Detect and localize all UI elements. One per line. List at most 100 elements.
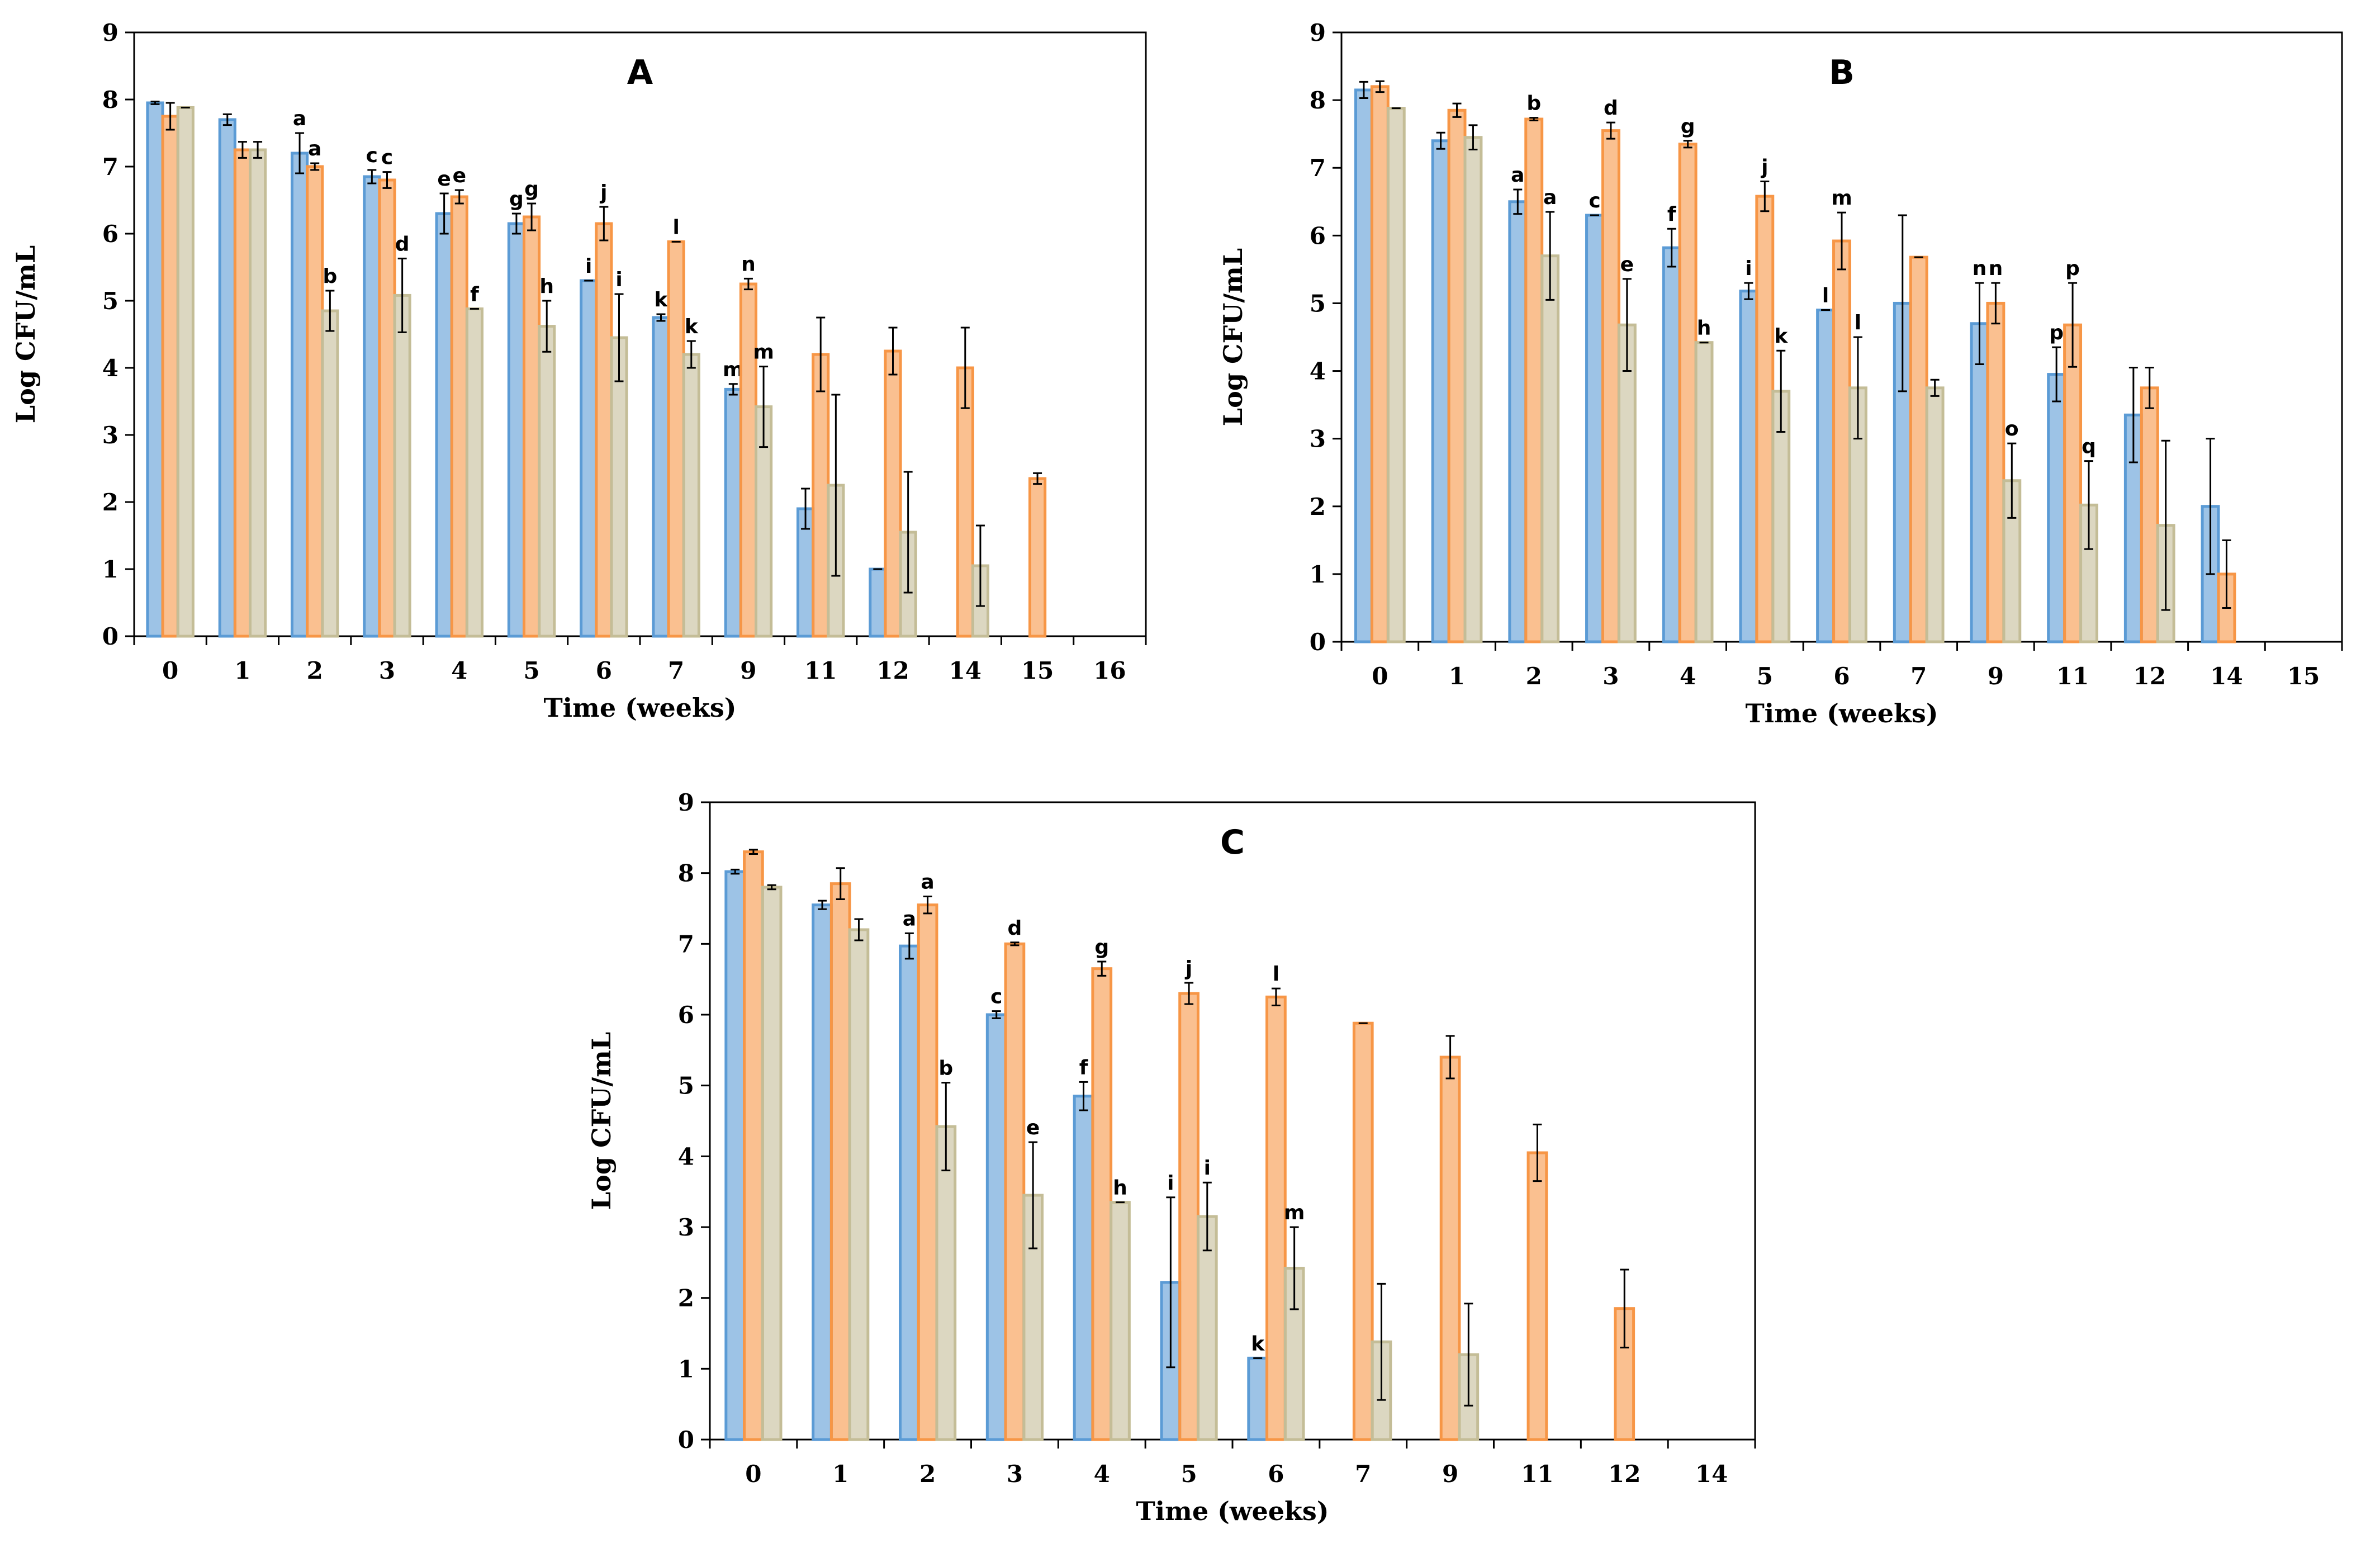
y-tick-label: 0 bbox=[678, 1426, 694, 1454]
y-tick-label: 7 bbox=[102, 153, 118, 181]
bar bbox=[595, 222, 613, 638]
bar bbox=[1755, 195, 1775, 643]
significance-label: a bbox=[293, 107, 306, 130]
significance-label: a bbox=[308, 138, 321, 160]
y-tick-label: 1 bbox=[678, 1355, 694, 1383]
bar bbox=[1352, 1021, 1374, 1441]
bar bbox=[1431, 139, 1450, 643]
significance-label: o bbox=[2005, 418, 2019, 441]
y-tick-label: 9 bbox=[102, 19, 118, 46]
significance-label: m bbox=[1831, 187, 1852, 210]
x-axis-label: Time (weeks) bbox=[1136, 1496, 1329, 1526]
significance-label: f bbox=[1079, 1056, 1088, 1079]
bar bbox=[1028, 477, 1047, 638]
bar bbox=[1601, 129, 1620, 643]
x-tick-label: 9 bbox=[1988, 662, 2004, 690]
significance-label: d bbox=[1008, 917, 1022, 940]
significance-label: g bbox=[1681, 115, 1695, 138]
x-tick-label: 3 bbox=[1007, 1460, 1023, 1488]
significance-label: a bbox=[1543, 186, 1557, 209]
y-tick-label: 4 bbox=[678, 1143, 694, 1170]
significance-label: e bbox=[1620, 253, 1634, 276]
significance-label: f bbox=[470, 283, 479, 306]
bar bbox=[1909, 255, 1928, 643]
significance-label: h bbox=[539, 275, 554, 298]
bar bbox=[935, 1125, 957, 1441]
significance-label: j bbox=[1760, 155, 1768, 178]
x-tick-label: 12 bbox=[2134, 662, 2166, 690]
bar bbox=[917, 903, 938, 1441]
significance-label: g bbox=[509, 188, 524, 211]
x-tick-label: 14 bbox=[1695, 1460, 1728, 1488]
significance-label: m bbox=[753, 341, 774, 364]
significance-label: n bbox=[1989, 257, 2003, 280]
bar bbox=[1524, 117, 1544, 643]
x-tick-label: 5 bbox=[1757, 662, 1773, 690]
significance-label: i bbox=[585, 255, 592, 278]
x-tick-label: 15 bbox=[2287, 662, 2320, 690]
bar bbox=[812, 353, 830, 638]
bar bbox=[1447, 108, 1467, 643]
bar bbox=[538, 325, 556, 638]
x-tick-label: 6 bbox=[596, 657, 612, 684]
bar bbox=[465, 307, 484, 638]
bar bbox=[1370, 85, 1390, 643]
significance-label: k bbox=[685, 315, 699, 338]
x-tick-label: 14 bbox=[949, 657, 982, 684]
significance-label: j bbox=[1184, 957, 1192, 980]
y-tick-label: 4 bbox=[102, 354, 118, 382]
bar bbox=[176, 106, 195, 638]
y-tick-label: 5 bbox=[678, 1072, 694, 1100]
x-tick-label: 11 bbox=[804, 657, 837, 684]
significance-label: g bbox=[524, 178, 539, 201]
bar bbox=[1970, 322, 1989, 643]
x-tick-label: 15 bbox=[1021, 657, 1054, 684]
x-tick-label: 6 bbox=[1833, 662, 1850, 690]
bar bbox=[146, 101, 164, 638]
panel-title: A bbox=[627, 53, 653, 92]
x-tick-label: 2 bbox=[919, 1460, 936, 1488]
significance-label: p bbox=[2065, 257, 2080, 280]
y-axis-label: Log CFU/mL bbox=[586, 1032, 617, 1210]
bar bbox=[829, 882, 851, 1441]
significance-label: a bbox=[903, 907, 916, 930]
bar bbox=[1540, 254, 1560, 643]
significance-label: b bbox=[938, 1057, 953, 1080]
significance-label: k bbox=[1251, 1332, 1265, 1355]
significance-label: c bbox=[990, 986, 1002, 1009]
panel-title: C bbox=[1220, 823, 1245, 862]
significance-label: c bbox=[381, 146, 393, 169]
significance-label: e bbox=[1026, 1116, 1040, 1139]
x-tick-label: 14 bbox=[2210, 662, 2242, 690]
panel-title: B bbox=[1829, 53, 1855, 92]
significance-label: p bbox=[2049, 321, 2064, 344]
bar bbox=[1004, 942, 1026, 1441]
significance-label: e bbox=[437, 168, 451, 191]
bar bbox=[1247, 1356, 1269, 1441]
bar bbox=[848, 928, 870, 1441]
significance-label: f bbox=[1667, 203, 1676, 226]
y-tick-label: 4 bbox=[1310, 358, 1326, 385]
bar bbox=[507, 222, 525, 638]
significance-label: e bbox=[453, 164, 466, 187]
significance-label: n bbox=[741, 253, 756, 276]
x-tick-label: 0 bbox=[1372, 662, 1388, 690]
bar bbox=[761, 886, 783, 1441]
significance-label: l bbox=[1273, 963, 1279, 986]
x-tick-label: 11 bbox=[1521, 1460, 1553, 1488]
bar bbox=[1091, 967, 1113, 1441]
significance-label: k bbox=[655, 288, 669, 311]
significance-label: i bbox=[615, 268, 622, 291]
bar bbox=[812, 903, 833, 1441]
x-tick-label: 0 bbox=[162, 657, 178, 684]
bar bbox=[1526, 1151, 1548, 1441]
x-axis-label: Time (weeks) bbox=[543, 693, 736, 723]
bar bbox=[218, 118, 236, 638]
significance-label: c bbox=[366, 144, 378, 167]
y-tick-label: 0 bbox=[102, 623, 118, 650]
significance-label: j bbox=[599, 181, 607, 204]
bar bbox=[1463, 136, 1483, 643]
significance-label: b bbox=[323, 265, 337, 288]
significance-label: i bbox=[1167, 1172, 1174, 1195]
